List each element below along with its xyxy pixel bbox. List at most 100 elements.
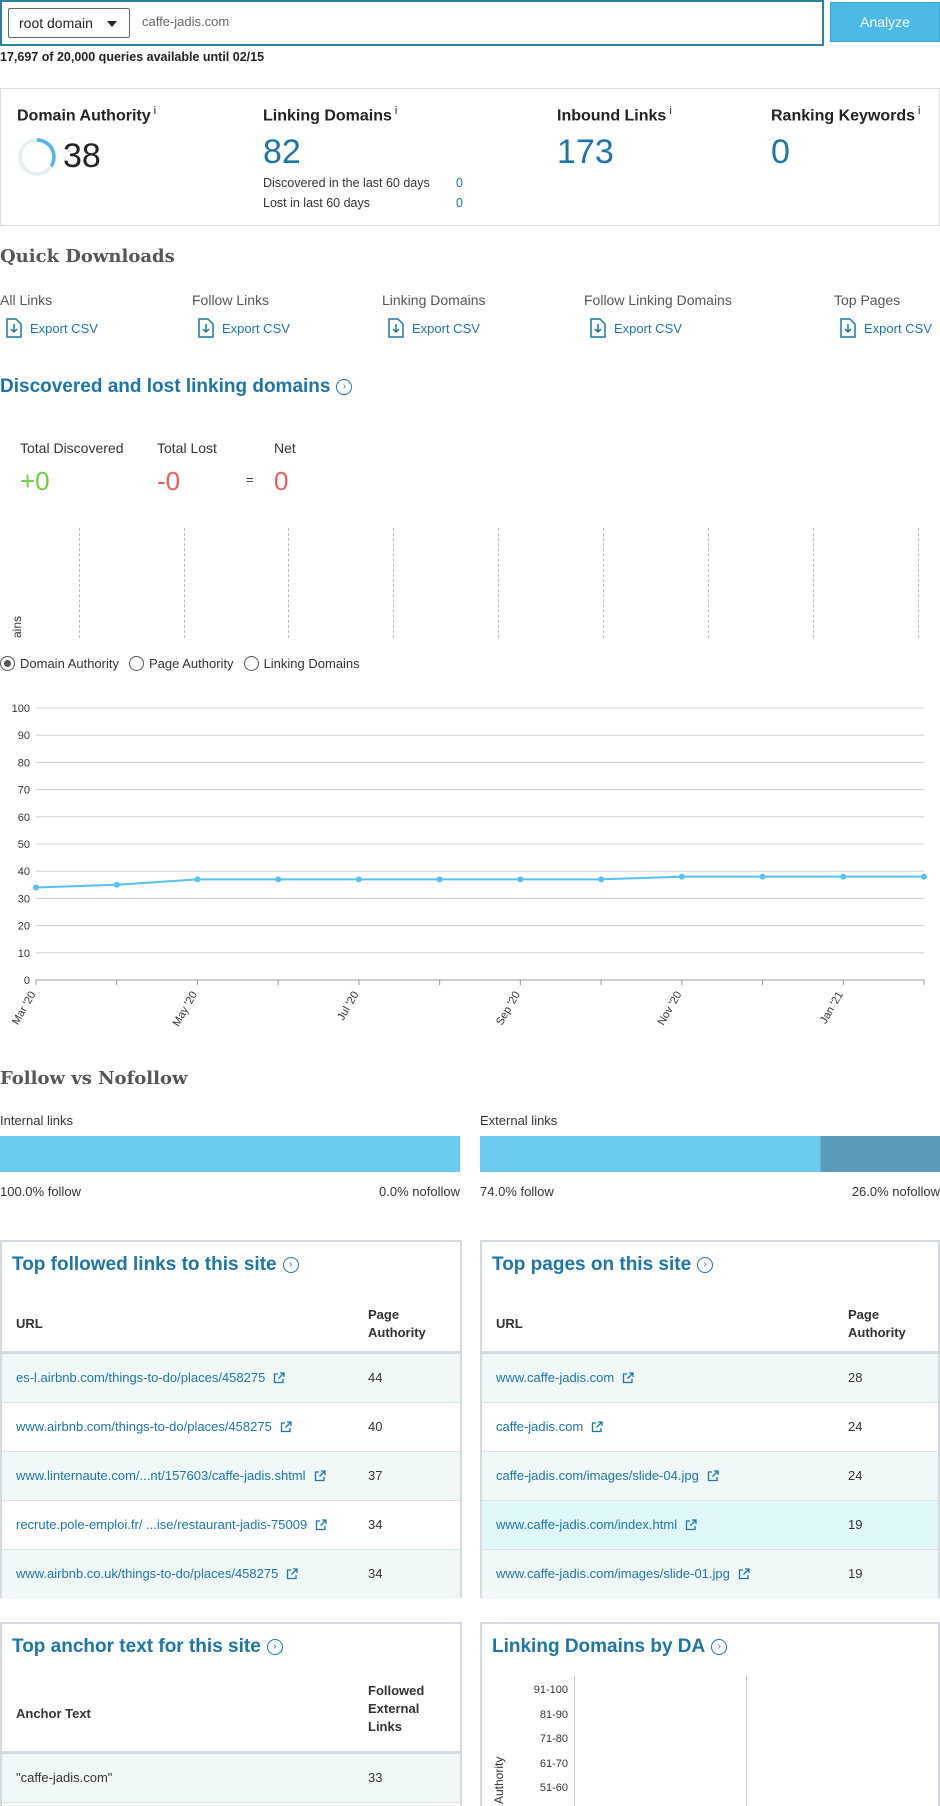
top-links-title[interactable]: Top followed links to this site › [12, 1254, 299, 1276]
external-nofollow-pct: 26.0% nofollow [851, 1184, 940, 1199]
info-icon[interactable]: i [153, 105, 157, 117]
link-url[interactable]: www.airbnb.com/things-to-do/places/45827… [16, 1419, 292, 1434]
radio-icon [129, 656, 144, 671]
linking-domains-da-title[interactable]: Linking Domains by DA › [492, 1636, 728, 1658]
anchor-text: "caffe-jadis.com" [16, 1770, 113, 1785]
net: Net 0 [274, 440, 296, 497]
radio-linking-domains[interactable]: Linking Domains [243, 656, 360, 671]
col-url: URL [16, 1316, 43, 1331]
export-csv-button[interactable]: Export CSV [382, 318, 486, 338]
data-point [678, 873, 685, 880]
da-axis-line [574, 1676, 575, 1806]
metric-label: Linking Domains [263, 107, 392, 125]
info-icon[interactable]: i [669, 105, 672, 117]
scope-select[interactable]: root domain [8, 8, 130, 38]
radio-page-authority[interactable]: Page Authority [129, 656, 234, 671]
page-authority-value: 19 [848, 1517, 863, 1532]
page-url[interactable]: www.caffe-jadis.com/images/slide-01.jpg [496, 1566, 750, 1581]
domain-search-input[interactable] [142, 14, 642, 29]
download-label: Linking Domains [382, 292, 486, 308]
gridline [79, 528, 80, 638]
table-row: www.linternaute.com/...nt/157603/caffe-j… [2, 1452, 460, 1501]
discovered-value[interactable]: 0 [456, 176, 463, 191]
col-anchor-text: Anchor Text [16, 1706, 91, 1721]
y-tick-label: 90 [18, 730, 30, 742]
table-row: caffe-jadis.com/images/slide-04.jpg 24 [482, 1452, 938, 1501]
chevron-right-icon: › [266, 1639, 283, 1655]
gridline [184, 528, 185, 638]
col-page-authority: Page Authority [848, 1307, 906, 1340]
link-url[interactable]: www.airbnb.co.uk/things-to-do/places/458… [16, 1566, 298, 1581]
download-label: All Links [0, 292, 53, 308]
col-url: URL [496, 1316, 523, 1331]
radio-domain-authority[interactable]: Domain Authority [0, 656, 119, 671]
table-header: Anchor Text Followed External Links [2, 1676, 460, 1754]
discovered-lost-title[interactable]: Discovered and lost linking domains › [0, 376, 353, 398]
info-icon[interactable]: i [918, 105, 921, 117]
anchor-text-title[interactable]: Top anchor text for this site › [12, 1636, 283, 1658]
top-links-panel: Top followed links to this site › URL Pag… [0, 1240, 462, 1599]
file-download-icon [590, 318, 606, 338]
link-url[interactable]: es-l.airbnb.com/things-to-do/places/4582… [16, 1370, 285, 1385]
col-followed-external-links: Followed External Links [368, 1683, 425, 1734]
download-top-pages: Top Pages Export CSV [834, 292, 932, 338]
file-download-icon [388, 318, 404, 338]
table-row: recrute.pole-emploi.fr/ ...ise/restauran… [2, 1501, 460, 1550]
page-authority-value: 24 [848, 1468, 863, 1483]
x-tick-label: Jul '20 [335, 990, 361, 1023]
axis-label-fragment: ains [10, 615, 24, 638]
external-follow-bar [480, 1136, 940, 1172]
metric-ranking-keywords: Ranking Keywords i 0 [771, 105, 920, 172]
y-tick-label: 0 [24, 975, 30, 987]
data-point [436, 876, 443, 883]
total-discovered-label: Total Discovered [20, 440, 124, 456]
metric-linking-domains: Linking Domains i 82 Discovered in the la… [263, 105, 463, 210]
data-point [921, 873, 927, 880]
page-url[interactable]: www.caffe-jadis.com [496, 1370, 634, 1385]
page-url[interactable]: www.caffe-jadis.com/index.html [496, 1517, 697, 1532]
metric-label: Inbound Links [557, 107, 667, 125]
page-authority-value: 34 [368, 1566, 383, 1581]
link-url[interactable]: recrute.pole-emploi.fr/ ...ise/restauran… [16, 1517, 327, 1532]
y-tick-label: 100 [12, 703, 30, 715]
top-pages-title[interactable]: Top pages on this site › [492, 1254, 714, 1276]
export-csv-button[interactable]: Export CSV [0, 318, 98, 338]
data-point [517, 876, 524, 883]
external-follow-pct: 74.0% follow [480, 1184, 554, 1199]
lost-value[interactable]: 0 [456, 196, 463, 211]
total-discovered: Total Discovered +0 [20, 440, 124, 497]
x-tick-label: May '20 [171, 990, 200, 1029]
table-row: www.airbnb.com/things-to-do/places/45827… [2, 1403, 460, 1452]
analyze-button[interactable]: Analyze [830, 2, 940, 42]
x-tick-label: Nov '20 [656, 990, 685, 1028]
page-url[interactable]: caffe-jadis.com/images/slide-04.jpg [496, 1468, 719, 1483]
export-csv-button[interactable]: Export CSV [192, 318, 290, 338]
chevron-right-icon: › [282, 1257, 299, 1273]
gridline [288, 528, 289, 638]
export-csv-button[interactable]: Export CSV [834, 318, 932, 338]
file-download-icon [6, 318, 22, 338]
y-tick-label: 40 [18, 866, 30, 878]
metric-value-inbound-links: 173 [557, 133, 614, 172]
link-url[interactable]: www.linternaute.com/...nt/157603/caffe-j… [16, 1468, 326, 1483]
table-row: www.caffe-jadis.com 28 [482, 1354, 938, 1403]
followed-count: 33 [368, 1770, 383, 1785]
equals-sign: = [246, 472, 254, 487]
info-icon[interactable]: i [394, 105, 398, 117]
data-point [194, 876, 201, 883]
y-tick-label: 10 [18, 948, 30, 960]
chevron-right-icon: › [711, 1639, 728, 1655]
da-ring-icon [18, 138, 56, 176]
data-point [598, 876, 605, 883]
data-point [275, 876, 282, 883]
external-link-icon [316, 1518, 327, 1530]
x-tick-label: Sep '20 [494, 990, 523, 1028]
export-csv-button[interactable]: Export CSV [584, 318, 732, 338]
total-lost: Total Lost -0 [157, 440, 217, 497]
follow-title: Follow vs Nofollow [0, 1068, 188, 1089]
search-box: root domain [0, 0, 824, 46]
external-link-icon [274, 1371, 285, 1383]
page-url[interactable]: caffe-jadis.com [496, 1419, 603, 1434]
download-linking-domains: Linking Domains Export CSV [382, 292, 486, 338]
y-tick-label: 50 [18, 839, 30, 851]
